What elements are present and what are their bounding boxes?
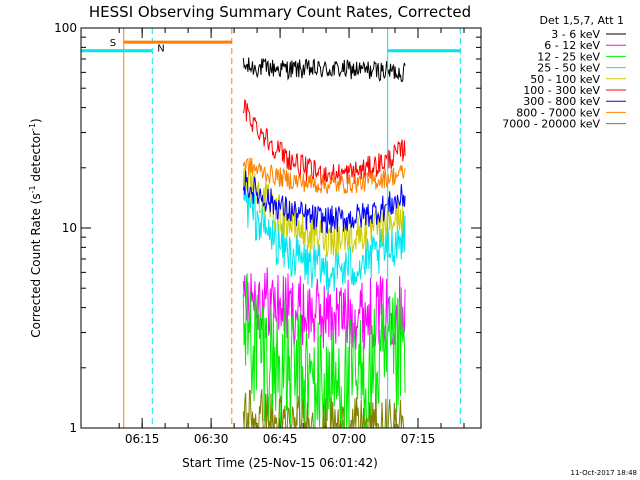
y-label-mid: detector <box>29 131 43 186</box>
x-tick-label: 07:15 <box>401 432 436 446</box>
y-label-sup2: -1 <box>28 123 37 131</box>
legend-title: Det 1,5,7, Att 1 <box>540 14 624 27</box>
footer-timestamp: 11-Oct-2017 18:48 <box>571 469 637 477</box>
y-label-end: ) <box>29 118 43 123</box>
x-tick-label: 06:45 <box>263 432 298 446</box>
x-tick-label: 07:00 <box>332 432 367 446</box>
series-line <box>242 170 406 235</box>
night-label: N <box>157 44 164 55</box>
legend-entry-label: 12 - 25 keV <box>537 50 600 63</box>
y-tick-label: 10 <box>62 221 77 235</box>
series-line <box>242 273 406 430</box>
series-line <box>242 98 406 186</box>
marker-layer: SN <box>81 28 461 428</box>
series-line <box>242 157 406 194</box>
y-tick-label: 100 <box>54 21 77 35</box>
saa-label: S <box>110 38 116 49</box>
legend-entry-label: 800 - 7000 keV <box>516 106 600 119</box>
y-label-main: Corrected Count Rate (s <box>29 193 43 337</box>
legend-entry-label: 100 - 300 keV <box>523 84 600 97</box>
legend-entry-label: 3 - 6 keV <box>551 28 600 41</box>
x-axis-label: Start Time (25-Nov-15 06:01:42) <box>182 456 378 470</box>
x-tick-label: 06:30 <box>194 432 229 446</box>
x-ticks: 06:15 06:30 06:45 07:00 07:15 <box>118 28 465 446</box>
legend-entry-label: 50 - 100 keV <box>530 73 600 86</box>
y-label-sup1: -1 <box>28 185 37 193</box>
y-axis-label: Corrected Count Rate (s-1 detector-1) <box>28 118 43 337</box>
legend-entry-label: 6 - 12 keV <box>544 39 600 52</box>
series-line <box>242 179 406 294</box>
series-line <box>242 57 406 83</box>
y-tick-label: 1 <box>69 421 77 435</box>
legend-entry-label: 300 - 800 keV <box>523 95 600 108</box>
series-layer <box>242 57 406 430</box>
series-line <box>242 166 406 258</box>
x-tick-label: 06:15 <box>125 432 160 446</box>
plot-frame <box>80 27 482 429</box>
legend-entry-label: 7000 - 20000 keV <box>502 118 600 131</box>
legend-entry-label: 25 - 50 keV <box>537 62 600 75</box>
chart-title: HESSI Observing Summary Count Rates, Cor… <box>89 3 471 21</box>
series-line <box>242 267 406 350</box>
y-ticks: 1 10 100 <box>54 21 481 435</box>
